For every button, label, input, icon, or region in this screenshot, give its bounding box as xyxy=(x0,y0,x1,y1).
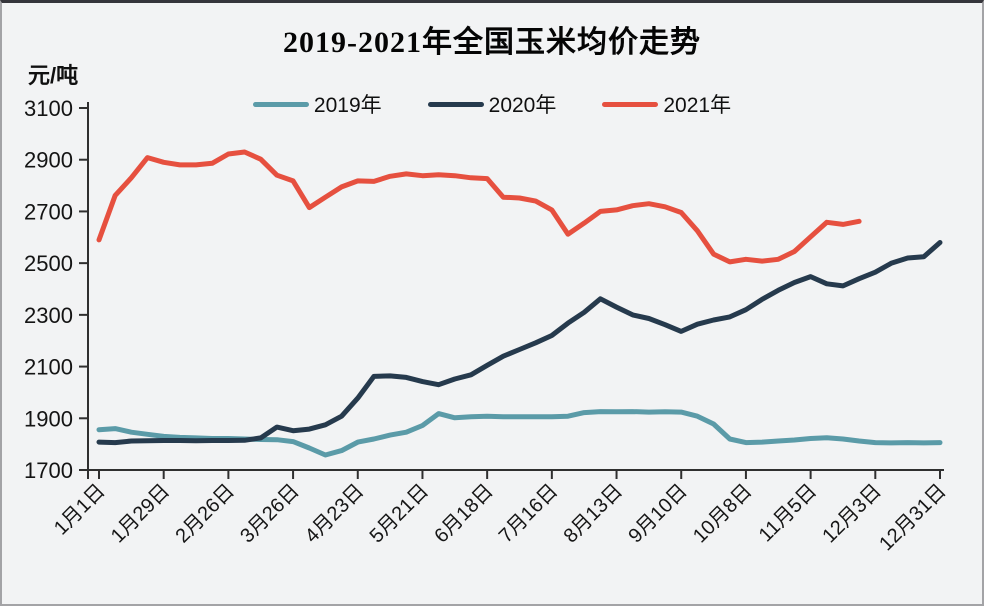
y-tick-label: 2300 xyxy=(24,303,73,328)
legend-item-2021: 2021年 xyxy=(602,89,731,119)
x-tick-label: 11月5日 xyxy=(755,480,821,546)
legend-item-2020: 2020年 xyxy=(427,89,557,119)
x-tick-label: 3月26日 xyxy=(236,480,303,547)
y-tick-label: 1700 xyxy=(24,458,73,483)
legend-item-2019: 2019年 xyxy=(252,89,382,119)
legend-swatch-2021 xyxy=(602,101,659,107)
x-tick-label: 10月8日 xyxy=(689,480,756,547)
series-line-2019年 xyxy=(96,409,943,458)
x-tick-label: 5月21日 xyxy=(366,480,433,547)
chart-title: 2019-2021年全国玉米均价走势 xyxy=(283,26,701,59)
y-tick-label: 3100 xyxy=(24,96,73,121)
legend-label-2019: 2019年 xyxy=(313,94,382,117)
x-tick-label: 2月26日 xyxy=(171,480,238,547)
legend: 2019年 2020年 2021年 xyxy=(2,89,982,119)
y-tick-label: 1900 xyxy=(24,406,73,431)
legend-label-2021: 2021年 xyxy=(663,94,732,117)
legend-label-2020: 2020年 xyxy=(488,94,557,117)
y-axis-unit-label: 元/吨 xyxy=(28,63,79,88)
x-tick-label: 12月3日 xyxy=(818,480,885,547)
x-tick-label: 6月18日 xyxy=(430,480,497,547)
y-tick-label: 2100 xyxy=(24,355,73,380)
x-tick-label: 9月10日 xyxy=(624,480,691,547)
series-line-2021年 xyxy=(96,149,862,265)
chart-canvas: 3100 2900 2700 2500 2300 2100 1900 17001月1日1月29… xyxy=(24,96,950,555)
y-tick-label: 2700 xyxy=(24,199,73,224)
x-tick-label: 4月23日 xyxy=(301,480,368,547)
series-line-2020年 xyxy=(96,240,943,446)
x-tick-label: 7月16日 xyxy=(495,480,562,547)
x-tick-label: 1月1日 xyxy=(50,480,110,540)
x-tick-label: 12月31日 xyxy=(875,480,950,555)
x-tick-label: 8月13日 xyxy=(560,480,627,547)
legend-swatch-2020 xyxy=(427,101,484,107)
legend-swatch-2019 xyxy=(252,101,309,107)
y-tick-label: 2900 xyxy=(24,148,73,173)
y-tick-label: 2500 xyxy=(24,251,73,276)
x-tick-label: 1月29日 xyxy=(107,480,174,547)
